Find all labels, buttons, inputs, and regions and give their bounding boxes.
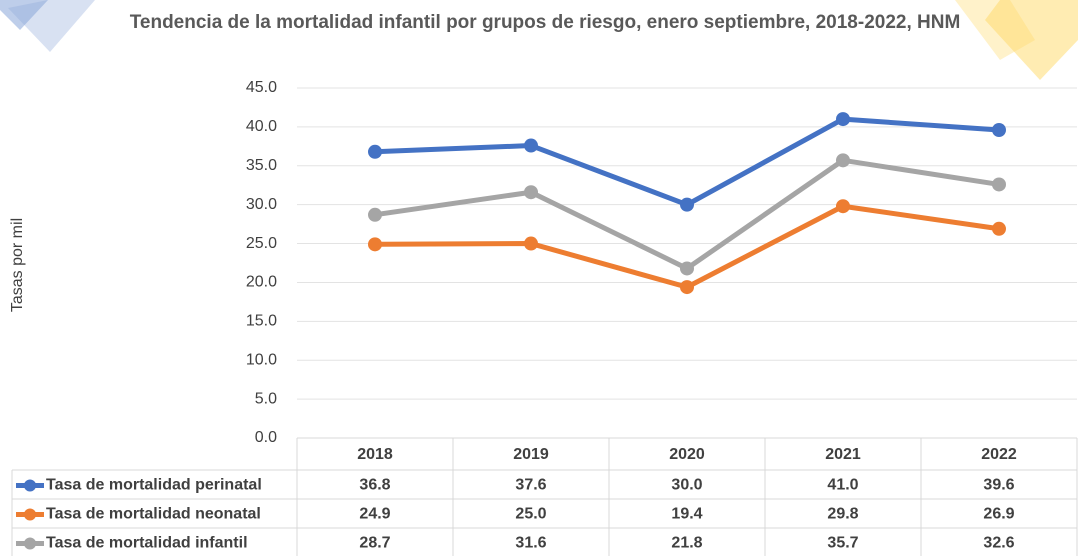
- x-tick-label: 2020: [669, 446, 705, 463]
- decoration: [985, 0, 1078, 80]
- legend-label: Tasa de mortalidad neonatal: [46, 506, 261, 523]
- data-point: [368, 207, 382, 222]
- data-point: [836, 199, 850, 214]
- y-tick-label: 25.0: [246, 235, 277, 252]
- y-tick-label: 15.0: [246, 313, 277, 330]
- table-value: 39.6: [983, 477, 1014, 494]
- legend-marker: [24, 537, 36, 550]
- legend-marker: [24, 508, 36, 521]
- data-point: [836, 112, 850, 127]
- y-tick-label: 20.0: [246, 274, 277, 291]
- table-value: 26.9: [983, 506, 1014, 523]
- table-value: 24.9: [359, 506, 390, 523]
- y-tick-label: 45.0: [246, 79, 277, 96]
- data-point: [992, 221, 1006, 236]
- data-point: [680, 280, 694, 295]
- data-point: [680, 261, 694, 276]
- y-tick-label: 30.0: [246, 196, 277, 213]
- series-line: [374, 116, 1000, 208]
- data-point: [680, 197, 694, 212]
- decoration: [0, 0, 48, 30]
- table-value: 41.0: [827, 477, 858, 494]
- x-tick-label: 2019: [513, 446, 549, 463]
- x-tick-label: 2021: [825, 446, 861, 463]
- data-point: [992, 177, 1006, 192]
- table-value: 37.6: [515, 477, 546, 494]
- decoration: [955, 0, 1035, 60]
- x-tick-label: 2022: [981, 446, 1017, 463]
- y-tick-label: 35.0: [246, 157, 277, 174]
- legend-label: Tasa de mortalidad infantil: [46, 535, 248, 552]
- table-value: 36.8: [359, 477, 390, 494]
- data-point: [524, 236, 538, 251]
- legend-label: Tasa de mortalidad perinatal: [46, 477, 262, 494]
- table-value: 28.7: [359, 535, 390, 552]
- table-value: 19.4: [671, 506, 702, 523]
- table-value: 31.6: [515, 535, 546, 552]
- y-tick-label: 40.0: [246, 118, 277, 135]
- table-value: 21.8: [671, 535, 702, 552]
- y-tick-label: 5.0: [255, 390, 277, 407]
- data-point: [524, 138, 538, 153]
- data-point: [368, 144, 382, 159]
- data-point: [368, 237, 382, 252]
- legend-marker: [24, 479, 36, 492]
- table-value: 32.6: [983, 535, 1014, 552]
- data-point: [836, 153, 850, 168]
- y-tick-label: 10.0: [246, 351, 277, 368]
- table-value: 35.7: [827, 535, 858, 552]
- decoration: [8, 0, 95, 52]
- y-axis-label: Tasas por mil: [9, 218, 26, 312]
- table-value: 25.0: [515, 506, 546, 523]
- y-tick-label: 0.0: [255, 429, 277, 446]
- data-point: [524, 185, 538, 200]
- table-value: 29.8: [827, 506, 858, 523]
- x-tick-label: 2018: [357, 446, 393, 463]
- table-value: 30.0: [671, 477, 702, 494]
- data-point: [992, 123, 1006, 137]
- chart-title: Tendencia de la mortalidad infantil por …: [129, 12, 961, 33]
